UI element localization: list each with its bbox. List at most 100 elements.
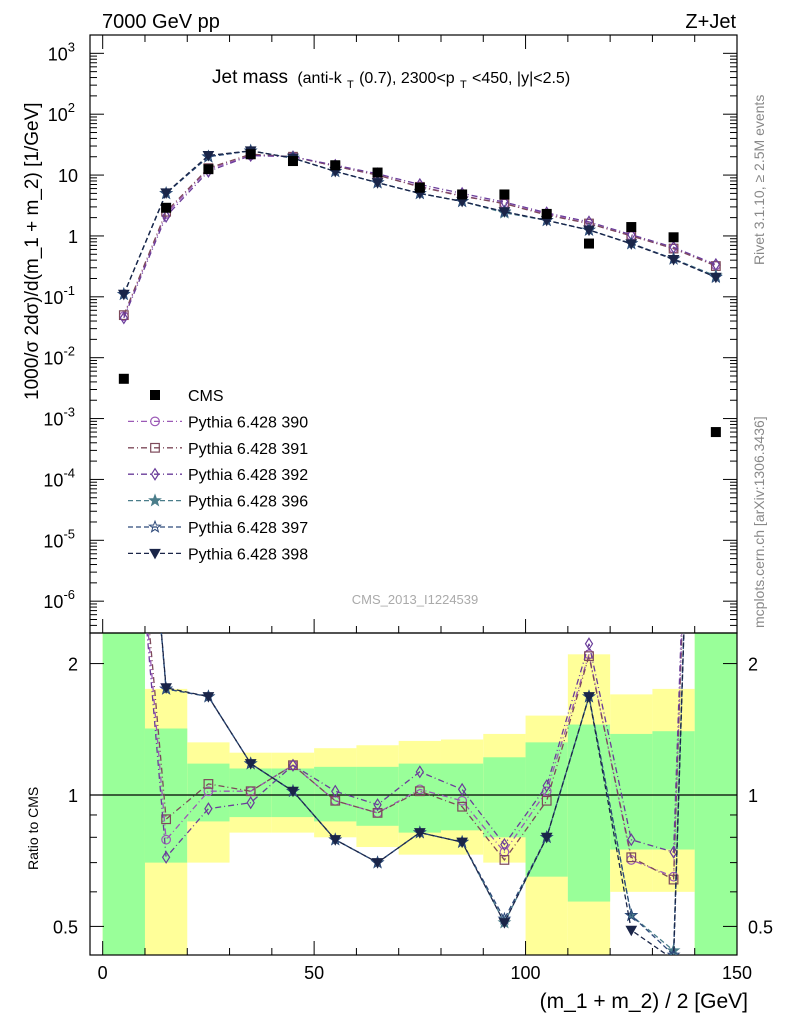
ratio-series-point-3 <box>246 796 255 810</box>
main-series-point-6 <box>498 207 511 218</box>
y-tick-label-base: 10 <box>43 349 63 369</box>
main-series-point-6 <box>583 225 595 237</box>
y-tick-label-base: 10 <box>43 592 63 612</box>
rivet-side-label: Rivet 3.1.10, ≥ 2.5M events <box>751 95 767 265</box>
ratio-series-point-6 <box>583 692 595 703</box>
stat-uncertainty-band <box>229 768 272 818</box>
main-series-line-2 <box>123 153 717 316</box>
ratio-y-tick-label-left: 0.5 <box>53 917 78 937</box>
cms-data-point <box>203 164 214 175</box>
stat-uncertainty-band <box>102 633 145 955</box>
main-series-point-6 <box>710 272 722 284</box>
ratio-series-point-6 <box>329 835 342 846</box>
x-tick-label: 150 <box>722 963 752 983</box>
cms-data-point <box>457 189 468 200</box>
ratio-y-tick-label-right: 1 <box>748 786 758 806</box>
ratio-series-point-6 <box>244 759 257 770</box>
ratio-series-point-2 <box>203 779 214 789</box>
ratio-series-point-3 <box>415 765 425 779</box>
legend-marker-5 <box>148 519 162 533</box>
ratio-series-point-2 <box>372 807 383 818</box>
ratio-y-tick-label-left: 1 <box>68 786 78 806</box>
y-tick-label: 10-3 <box>43 405 75 430</box>
legend-label-1: Pythia 6.428 390 <box>188 414 308 431</box>
cms-data-point <box>541 208 552 219</box>
cms-data-point <box>161 202 172 213</box>
main-series-line-6 <box>123 150 717 295</box>
ratio-series-point-6 <box>287 786 299 798</box>
stat-uncertainty-band <box>694 633 737 955</box>
ratio-series-point-3 <box>627 833 636 847</box>
y-tick-label-exp: -5 <box>63 526 75 541</box>
main-series-point-3 <box>119 311 129 325</box>
main-series-point-3 <box>161 209 171 223</box>
y-tick-label: 103 <box>48 39 75 64</box>
y-tick-label-base: 10 <box>43 531 63 551</box>
ratio-series-point-6 <box>540 832 553 844</box>
cms-data-point <box>245 149 256 160</box>
cms-data-point <box>330 160 341 171</box>
mcplots-side-label: mcplots.cern.ch [arXiv:1306.3436] <box>751 416 767 628</box>
ratio-series-point-6 <box>160 683 172 694</box>
y-tick-label-base: 10 <box>43 470 63 490</box>
ratio-series-point-3 <box>457 782 467 797</box>
y-tick-label: 10-2 <box>43 344 75 369</box>
stat-uncertainty-band <box>610 733 653 850</box>
cms-data-point <box>626 222 637 233</box>
y-tick-label-exp: -3 <box>63 405 75 420</box>
ratio-series-point-1 <box>203 786 214 797</box>
ratio-y-tick-label-left: 2 <box>68 655 78 675</box>
stat-uncertainty-band <box>567 724 611 902</box>
stat-uncertainty-band <box>652 731 695 850</box>
cms-data-point <box>710 427 721 438</box>
cms-data-point <box>499 189 510 200</box>
main-series-point-6 <box>202 150 215 162</box>
stat-uncertainty-band <box>187 763 230 822</box>
stat-uncertainty-band <box>314 766 357 822</box>
cms-data-point <box>118 373 129 384</box>
energy-label: 7000 GeV pp <box>102 11 220 33</box>
main-series-point-6 <box>371 178 384 189</box>
ratio-series-point-3 <box>204 802 213 816</box>
legend-marker-4 <box>148 493 162 507</box>
ratio-series-line-3 <box>146 633 682 859</box>
ratio-series-point-5 <box>666 947 681 955</box>
y-tick-label-exp: -2 <box>63 344 75 359</box>
ratio-series-point-3 <box>331 784 340 798</box>
ratio-series-point-5 <box>624 908 639 922</box>
x-tick-label: 50 <box>304 963 324 983</box>
legend-label-5: Pythia 6.428 397 <box>188 520 308 537</box>
ratio-series-point-2 <box>161 814 172 825</box>
plot-title-sub-a: (anti-k <box>297 70 342 87</box>
main-mc-series <box>116 143 723 325</box>
x-tick-label: 100 <box>511 963 541 983</box>
legend-label-3: Pythia 6.428 392 <box>188 467 308 484</box>
y-tick-label-base: 10 <box>43 288 63 308</box>
ratio-series-point-2 <box>288 760 298 771</box>
legend-marker-3 <box>150 467 160 481</box>
y-tick-label-base: 10 <box>48 105 68 125</box>
cms-data-point <box>414 182 425 193</box>
plot-title-sub-b: T <box>347 79 354 91</box>
cms-data-point <box>372 167 383 178</box>
ratio-panel-frame <box>89 632 738 956</box>
main-series-point-6 <box>117 289 130 301</box>
main-series-point-6 <box>625 239 638 250</box>
plot-title-sub-d: T <box>460 79 467 91</box>
ratio-series-line-6 <box>160 633 685 955</box>
ratio-series-point-3 <box>584 637 594 651</box>
y-tick-label: 10-6 <box>43 587 75 612</box>
ratio-mc-series <box>146 633 685 955</box>
ratio-series-point-6 <box>456 837 468 849</box>
y-tick-label-exp: 2 <box>68 100 75 115</box>
ratio-y-axis-label: Ratio to CMS <box>25 787 41 870</box>
y-tick-label-exp: 3 <box>68 39 75 54</box>
ratio-series-point-6 <box>371 858 384 869</box>
y-tick-label: 10-1 <box>43 283 75 308</box>
y-tick-label-exp: -6 <box>63 587 75 602</box>
legend-label-4: Pythia 6.428 396 <box>188 494 308 511</box>
plot-title-sub-c: (0.7), 2300<p <box>359 70 455 87</box>
main-y-axis-label: 1000/σ 2dσ)/d(m_1 + m_2) [1/GeV] <box>22 102 43 400</box>
stat-uncertainty-band <box>356 766 399 826</box>
